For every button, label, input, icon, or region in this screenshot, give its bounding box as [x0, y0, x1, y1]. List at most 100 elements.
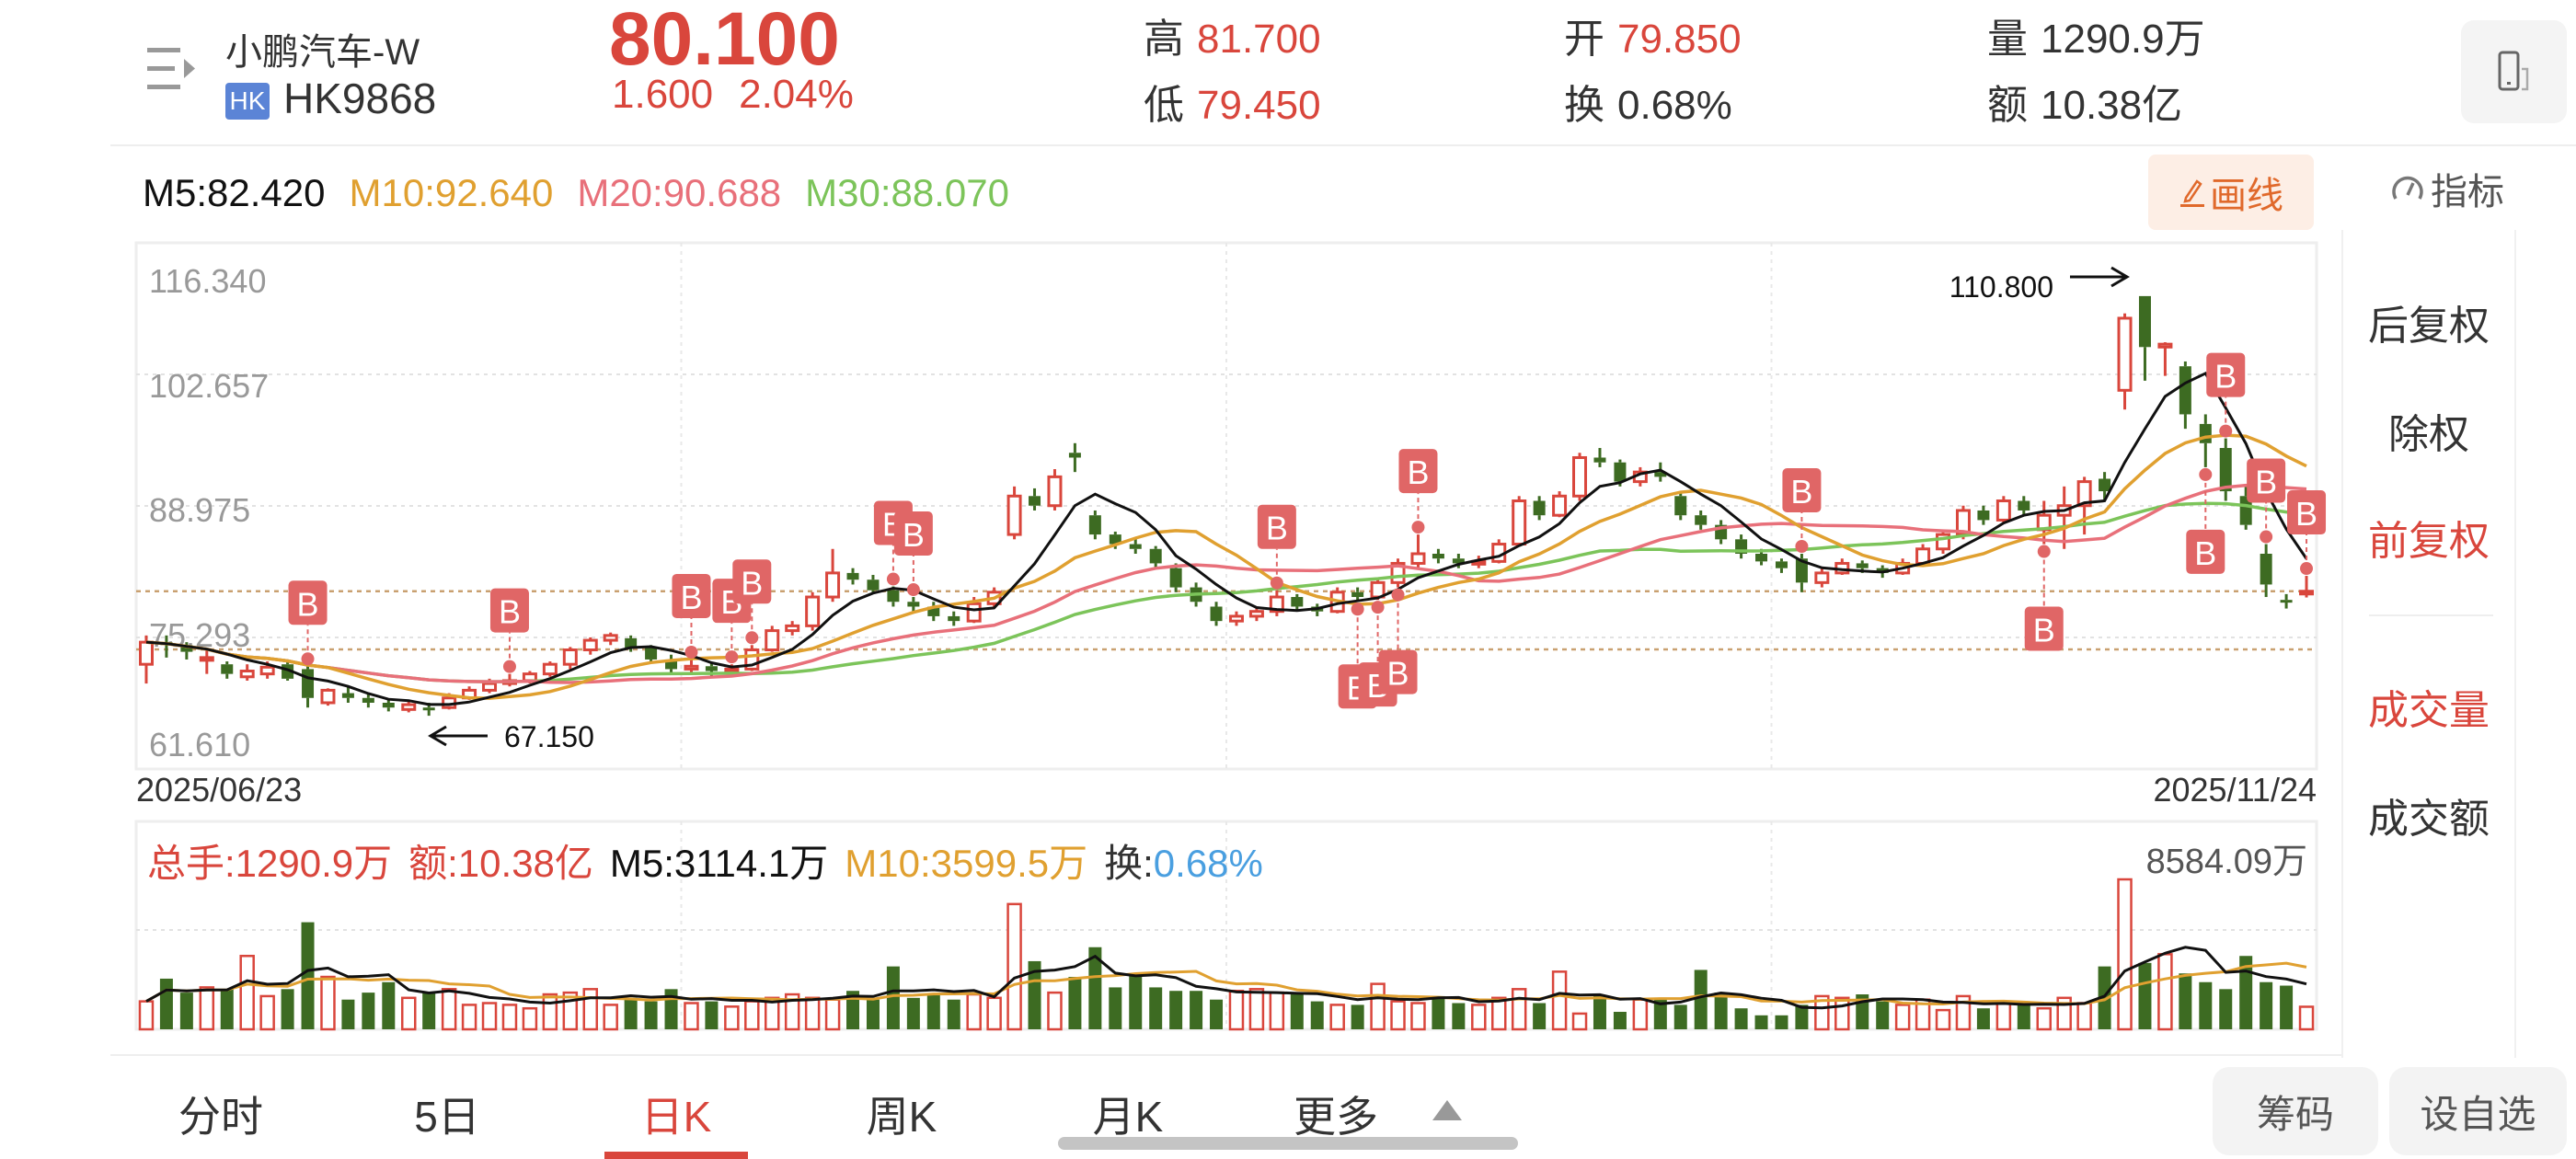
candle	[825, 548, 841, 602]
candle	[2280, 593, 2293, 609]
volume-bar	[784, 993, 800, 1031]
turnover-label: 换:	[1104, 842, 1154, 885]
candle-body	[1876, 568, 1889, 573]
tab-scrollbar[interactable]	[1058, 1137, 1518, 1150]
volume-bar	[301, 922, 315, 1029]
add-watchlist-button[interactable]: 设自选	[2389, 1067, 2567, 1155]
volume-bar	[1390, 1000, 1406, 1031]
tab-weekly-k[interactable]: 周K	[866, 1093, 937, 1141]
candle	[1834, 558, 1850, 575]
buy-signal-marker: B	[893, 511, 933, 597]
volume-bar	[2076, 1002, 2092, 1031]
marker-dot	[301, 652, 315, 666]
stat-label: 低	[1144, 83, 1184, 128]
volume-bar	[1088, 947, 1102, 1029]
ma5-line	[145, 371, 2308, 706]
marker-dot	[1270, 576, 1283, 590]
tab-5day[interactable]: 5日	[414, 1093, 480, 1141]
volume-bar	[1410, 1002, 1426, 1031]
buy-signal-marker: B	[2247, 458, 2286, 544]
arrow-right-icon	[2070, 266, 2130, 288]
candle-body	[1088, 515, 1101, 535]
volume-bar	[1734, 1008, 1748, 1029]
candle	[1614, 459, 1627, 487]
candle	[927, 602, 940, 622]
ma20-line	[145, 483, 2307, 684]
marker-box	[2287, 490, 2327, 535]
menu-arrow-icon[interactable]	[147, 46, 199, 92]
volume-option[interactable]: 成交量	[2368, 688, 2490, 733]
buy-signal-marker: B	[1378, 588, 1418, 694]
volume-bar	[1673, 1004, 1687, 1029]
triangle-up-icon[interactable]	[1432, 1100, 1462, 1120]
candle-body	[846, 572, 859, 580]
volume-bar	[846, 991, 860, 1029]
stat-value: 10.38亿	[2041, 83, 2183, 128]
candle	[948, 611, 960, 626]
volume-bar	[1955, 994, 1972, 1031]
candle	[199, 648, 214, 674]
candle	[1491, 539, 1507, 564]
stat-volume: 量 1290.9万	[1987, 6, 2205, 64]
volume-bar	[341, 999, 355, 1029]
landscape-toggle-button[interactable]	[2461, 20, 2567, 123]
volume-bar	[886, 966, 900, 1029]
volume-bar	[1694, 970, 1708, 1029]
candle	[2260, 544, 2272, 598]
candle	[259, 661, 275, 679]
volume-bar	[1814, 994, 1830, 1031]
volume-bar	[1775, 1015, 1788, 1029]
buy-signal-marker: B	[288, 580, 328, 666]
volume-bar	[2138, 962, 2152, 1029]
candle	[2239, 486, 2252, 530]
marker-label: B	[2194, 534, 2216, 572]
candle	[562, 647, 578, 670]
phone-landscape-icon	[2498, 51, 2528, 91]
candle-body	[2076, 480, 2092, 508]
stat-open: 开 79.850	[1564, 6, 1742, 64]
ma10-value: M10:92.640	[349, 171, 554, 214]
buy-signal-marker: B	[732, 559, 772, 645]
volume-bar	[2199, 981, 2213, 1029]
adjustment-panel: 后复权 除权 前复权 成交量 成交额	[2341, 230, 2516, 1058]
volume-bar	[422, 993, 436, 1029]
candle-body	[1512, 499, 1527, 546]
candle-body	[2299, 590, 2315, 596]
marker-label: B	[499, 593, 521, 631]
candle	[2056, 486, 2072, 549]
volume-bar	[1432, 995, 1445, 1029]
candle	[665, 654, 678, 674]
price-change: 1.600 2.04%	[612, 72, 854, 118]
ex-rights-option[interactable]: 除权	[2388, 412, 2469, 457]
total-amount: 额:10.38亿	[408, 842, 593, 885]
candle-body	[724, 667, 740, 673]
back-adjusted-option[interactable]: 后复权	[2368, 304, 2490, 349]
draw-line-button[interactable]: 画线	[2148, 155, 2314, 230]
marker-dot	[725, 650, 739, 664]
candle	[1876, 565, 1889, 579]
tab-monthly-k[interactable]: 月K	[1092, 1093, 1164, 1141]
candle	[1674, 491, 1687, 521]
indicator-button[interactable]: 指标	[2390, 162, 2504, 215]
candle	[1169, 563, 1182, 592]
candle-body	[482, 682, 498, 692]
chips-button[interactable]: 筹码	[2213, 1067, 2378, 1155]
volume-bar	[179, 993, 193, 1029]
turnover-amount-option[interactable]: 成交额	[2368, 797, 2490, 842]
volume-bar	[2098, 966, 2111, 1029]
candle	[805, 591, 821, 631]
forward-adjusted-option[interactable]: 前复权	[2368, 519, 2490, 564]
volume-bar	[481, 1002, 498, 1031]
volume-bar	[1795, 1004, 1809, 1029]
marker-dot	[2260, 530, 2273, 544]
candle	[1088, 510, 1101, 540]
candle-body	[341, 693, 354, 698]
tab-more[interactable]: 更多	[1294, 1093, 1378, 1141]
tab-intraday[interactable]: 分时	[178, 1093, 263, 1141]
tab-daily-k[interactable]: 日K	[640, 1093, 712, 1141]
volume-bar	[1047, 991, 1063, 1031]
candle	[582, 637, 598, 655]
volume-bar	[1068, 977, 1082, 1029]
volume-bar	[1169, 991, 1183, 1029]
